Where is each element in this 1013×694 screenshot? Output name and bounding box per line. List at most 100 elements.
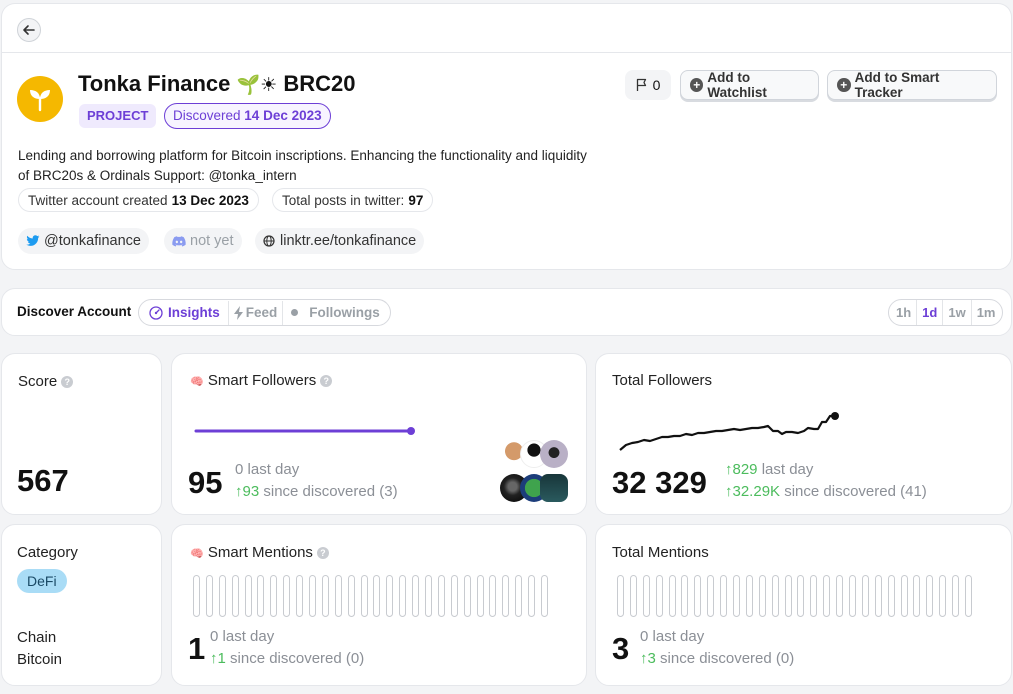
last-day-value: 0 — [235, 461, 244, 478]
total-followers-sparkline — [619, 412, 839, 451]
range-1m[interactable]: 1m — [976, 305, 996, 320]
flag-count: 0 — [652, 77, 661, 93]
arrow-left-icon — [23, 25, 35, 35]
bar — [309, 575, 317, 617]
back-button[interactable] — [17, 18, 41, 42]
description-line-1: Lending and borrowing platform for Bitco… — [18, 148, 587, 163]
project-name: Tonka Finance — [78, 71, 231, 96]
bar — [541, 575, 549, 617]
bar — [745, 575, 753, 617]
chain-title: Chain — [17, 629, 57, 646]
score-card: Score? 567 — [1, 353, 162, 515]
bar — [283, 575, 291, 617]
bar — [681, 575, 689, 617]
bar — [926, 575, 934, 617]
smart-followers-value: 95 — [188, 465, 223, 500]
smart-followers-last-day: 0 last day — [235, 459, 299, 481]
total-mentions-card: Total Mentions 3 0 last day ↑3 since dis… — [595, 524, 1012, 686]
last-day-label: last day — [222, 628, 275, 645]
bar — [707, 575, 715, 617]
globe-icon — [263, 235, 275, 247]
brain-icon: 🧠 — [190, 547, 204, 560]
project-title: Tonka Finance 🌱☀ BRC20 — [78, 71, 356, 97]
bar — [296, 575, 304, 617]
project-tag: BRC20 — [283, 71, 356, 96]
plus-icon: + — [690, 78, 704, 92]
project-logo — [17, 76, 63, 122]
twitter-bird-icon — [26, 235, 40, 246]
chain-value: Bitcoin — [17, 651, 63, 668]
bar — [321, 575, 329, 617]
avatar[interactable] — [540, 440, 568, 468]
range-1d[interactable]: 1d — [917, 300, 944, 325]
bar — [257, 575, 265, 617]
total-followers-since: ↑32.29K since discovered (41) — [725, 481, 927, 503]
twitter-created-label: Twitter account created — [28, 192, 168, 208]
since-value: 3 — [647, 650, 656, 667]
tab-feed-label: Feed — [245, 305, 278, 320]
since-label: since discovered (3) — [263, 483, 398, 500]
category-tag[interactable]: DeFi — [17, 569, 67, 593]
since-value: 1 — [217, 650, 226, 667]
bar — [733, 575, 741, 617]
time-range-selector: 1h 1d 1w 1m — [888, 299, 1004, 326]
range-1h[interactable]: 1h — [891, 300, 918, 325]
last-day-label: last day — [652, 628, 705, 645]
bar — [502, 575, 510, 617]
twitter-link[interactable]: @tonkafinance — [18, 228, 149, 254]
discover-account-bar: Discover Account Insights Feed Following… — [1, 288, 1012, 336]
bar — [694, 575, 702, 617]
tab-insights[interactable]: Insights — [141, 300, 229, 325]
discover-tabs: Insights Feed Followings — [138, 299, 391, 326]
avatar[interactable] — [540, 474, 568, 502]
category-card: Category DeFi Chain Bitcoin — [1, 524, 162, 686]
arrow-up-icon: ↑ — [640, 650, 648, 667]
last-day-value: 0 — [210, 628, 219, 645]
bar — [668, 575, 676, 617]
bar — [642, 575, 650, 617]
website-link[interactable]: linktr.ee/tonkafinance — [255, 228, 425, 254]
bar — [528, 575, 536, 617]
discovered-label: Discovered — [173, 108, 241, 123]
info-icon[interactable]: ? — [320, 375, 333, 388]
total-mentions-bars — [617, 575, 978, 617]
flag-icon — [636, 78, 646, 91]
bar — [193, 575, 200, 617]
total-followers-title: Total Followers — [612, 372, 713, 389]
add-to-smart-tracker-button[interactable]: + Add to Smart Tracker — [827, 70, 997, 100]
sprout-icon — [30, 90, 50, 112]
gauge-icon — [149, 305, 163, 320]
smart-mentions-since: ↑1 since discovered (0) — [210, 648, 364, 670]
smart-followers-sparkline — [194, 427, 415, 435]
smart-followers-since: ↑93 since discovered (3) — [235, 481, 398, 503]
range-1w[interactable]: 1w — [943, 300, 972, 325]
dot-icon — [291, 309, 299, 316]
tab-followings[interactable]: Followings — [283, 301, 388, 325]
smart-mentions-value: 1 — [188, 631, 206, 666]
twitter-created-date: 13 Dec 2023 — [171, 192, 249, 208]
flag-button[interactable]: 0 — [625, 70, 671, 100]
add-to-watchlist-button[interactable]: + Add to Watchlist — [680, 70, 819, 100]
since-value: 32.29K — [732, 483, 781, 500]
total-followers-card: Total Followers 32 329 ↑829 last day ↑32… — [595, 353, 1012, 515]
type-badge: PROJECT — [79, 104, 157, 128]
total-posts-pill: Total posts in twitter: 97 — [272, 188, 434, 212]
brain-icon: 🧠 — [190, 375, 204, 388]
info-icon[interactable]: ? — [61, 376, 74, 389]
bar — [489, 575, 497, 617]
bar — [334, 575, 342, 617]
twitter-created-pill: Twitter account created 13 Dec 2023 — [18, 188, 259, 212]
tab-feed[interactable]: Feed — [229, 300, 284, 325]
arrow-up-icon: ↑ — [235, 483, 243, 500]
arrow-up-icon: ↑ — [725, 461, 733, 478]
bar — [823, 575, 831, 617]
bar — [874, 575, 882, 617]
total-followers-last-day: ↑829 last day — [725, 459, 813, 481]
discord-link[interactable]: not yet — [164, 228, 242, 254]
score-title: Score? — [18, 373, 74, 390]
bar — [463, 575, 471, 617]
project-emoji: 🌱☀ — [236, 74, 278, 96]
bar — [617, 575, 624, 617]
info-icon[interactable]: ? — [316, 547, 329, 560]
category-title: Category — [17, 544, 78, 561]
